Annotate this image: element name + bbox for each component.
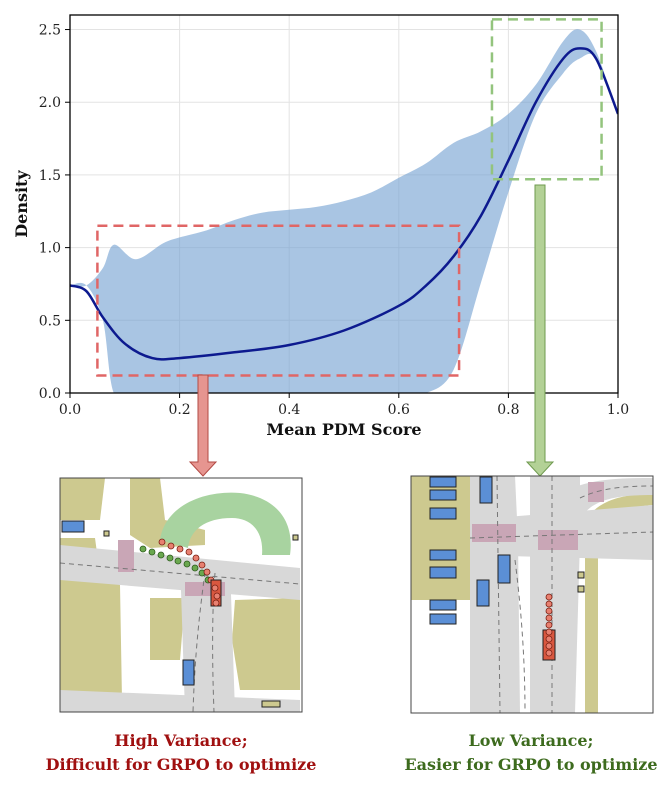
x-tick-label: 1.0 [607, 402, 629, 418]
down-arrow-icon [525, 184, 555, 477]
vehicle [182, 659, 195, 686]
y-axis-ticks: 0.0 0.5 1.0 1.5 2.0 2.5 [39, 23, 70, 402]
high-variance-caption: High Variance; Difficult for GRPO to opt… [31, 729, 331, 777]
low-variance-caption-line2: Easier for GRPO to optimize [404, 755, 658, 774]
vehicle [479, 476, 493, 504]
y-axis-label: Density [12, 170, 31, 238]
vehicle [497, 554, 511, 584]
x-tick-label: 0.2 [168, 402, 190, 418]
vehicle [429, 507, 457, 520]
low-variance-caption: Low Variance; Easier for GRPO to optimiz… [381, 729, 671, 777]
low-variance-caption-line1: Low Variance; [468, 731, 594, 750]
x-tick-label: 0.8 [497, 402, 519, 418]
mean-density-line [70, 47, 618, 361]
vehicle [61, 520, 85, 533]
x-tick-label: 0.6 [388, 402, 410, 418]
x-tick-label: 0.4 [278, 402, 300, 418]
vehicle [429, 489, 457, 501]
down-arrow-icon [188, 374, 218, 477]
vehicle [429, 549, 457, 561]
vehicle [476, 579, 490, 607]
vehicle [429, 613, 457, 625]
y-tick-label: 0.5 [39, 313, 61, 329]
vehicle [429, 566, 457, 579]
y-tick-label: 0.0 [39, 386, 61, 402]
low-variance-highlight-box [490, 18, 603, 181]
low-variance-scene-frame [410, 475, 654, 714]
y-tick-label: 2.0 [39, 95, 61, 111]
vehicle [429, 476, 457, 488]
x-axis-ticks: 0.0 0.2 0.4 0.6 0.8 1.0 [59, 393, 629, 418]
y-tick-label: 1.0 [39, 241, 61, 257]
high-variance-highlight-box [96, 224, 461, 377]
y-tick-label: 2.5 [39, 23, 61, 39]
x-axis-label: Mean PDM Score [266, 420, 421, 439]
high-variance-caption-line2: Difficult for GRPO to optimize [45, 755, 317, 774]
vehicle [429, 599, 457, 611]
high-variance-scene [60, 478, 302, 712]
plot-frame [69, 14, 619, 394]
y-tick-label: 1.5 [39, 168, 61, 184]
low-variance-scene [411, 476, 653, 713]
high-variance-caption-line1: High Variance; [114, 731, 248, 750]
variance-band [70, 29, 618, 393]
density-chart: 0.0 0.2 0.4 0.6 0.8 1.0 0.0 0.5 1.0 1.5 2.0 2.5 Me… [12, 14, 629, 439]
high-variance-scene-frame [59, 477, 303, 713]
x-tick-label: 0.0 [59, 402, 81, 418]
